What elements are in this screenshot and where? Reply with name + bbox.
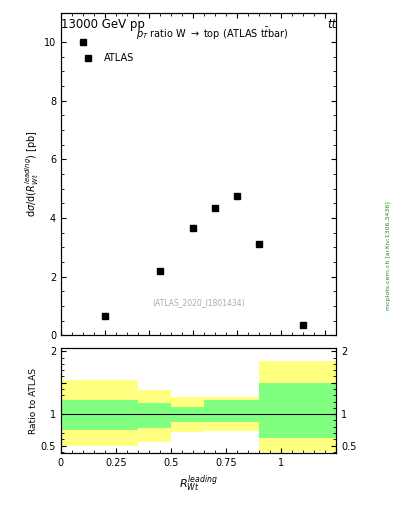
Text: (ATLAS_2020_I1801434): (ATLAS_2020_I1801434)	[152, 298, 245, 308]
Text: 13000 GeV pp: 13000 GeV pp	[61, 18, 145, 31]
Text: $p_T$ ratio W $\rightarrow$ top (ATLAS t$\bar{t}$bar): $p_T$ ratio W $\rightarrow$ top (ATLAS t…	[136, 26, 288, 42]
Text: ATLAS: ATLAS	[104, 53, 134, 63]
Y-axis label: d$\sigma$/d($R_{Wt}^{leading}$) [pb]: d$\sigma$/d($R_{Wt}^{leading}$) [pb]	[23, 131, 41, 218]
Text: tt: tt	[327, 18, 336, 31]
Text: mcplots.cern.ch [arXiv:1306.3436]: mcplots.cern.ch [arXiv:1306.3436]	[386, 202, 391, 310]
X-axis label: $R_{Wt}^{leading}$: $R_{Wt}^{leading}$	[179, 474, 218, 494]
Y-axis label: Ratio to ATLAS: Ratio to ATLAS	[29, 368, 38, 434]
